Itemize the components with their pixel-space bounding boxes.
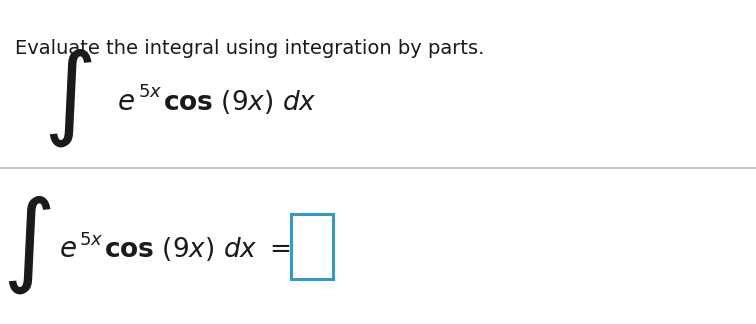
Text: $e$: $e$ [59, 236, 77, 263]
Text: $5x$: $5x$ [138, 83, 162, 101]
Text: $\mathbf{cos}$ $(9x)$ $dx$: $\mathbf{cos}$ $(9x)$ $dx$ [163, 88, 316, 116]
Text: $\int$: $\int$ [43, 46, 93, 149]
FancyBboxPatch shape [291, 214, 333, 279]
Text: $e$: $e$ [117, 88, 135, 116]
Text: Evaluate the integral using integration by parts.: Evaluate the integral using integration … [15, 39, 485, 58]
Text: $\mathbf{cos}$ $(9x)$ $dx$ $=$: $\mathbf{cos}$ $(9x)$ $dx$ $=$ [104, 236, 290, 263]
Text: $\int$: $\int$ [2, 193, 51, 296]
Bar [0, 168, 756, 324]
Bar [0, 0, 756, 168]
Text: $5x$: $5x$ [79, 231, 104, 249]
